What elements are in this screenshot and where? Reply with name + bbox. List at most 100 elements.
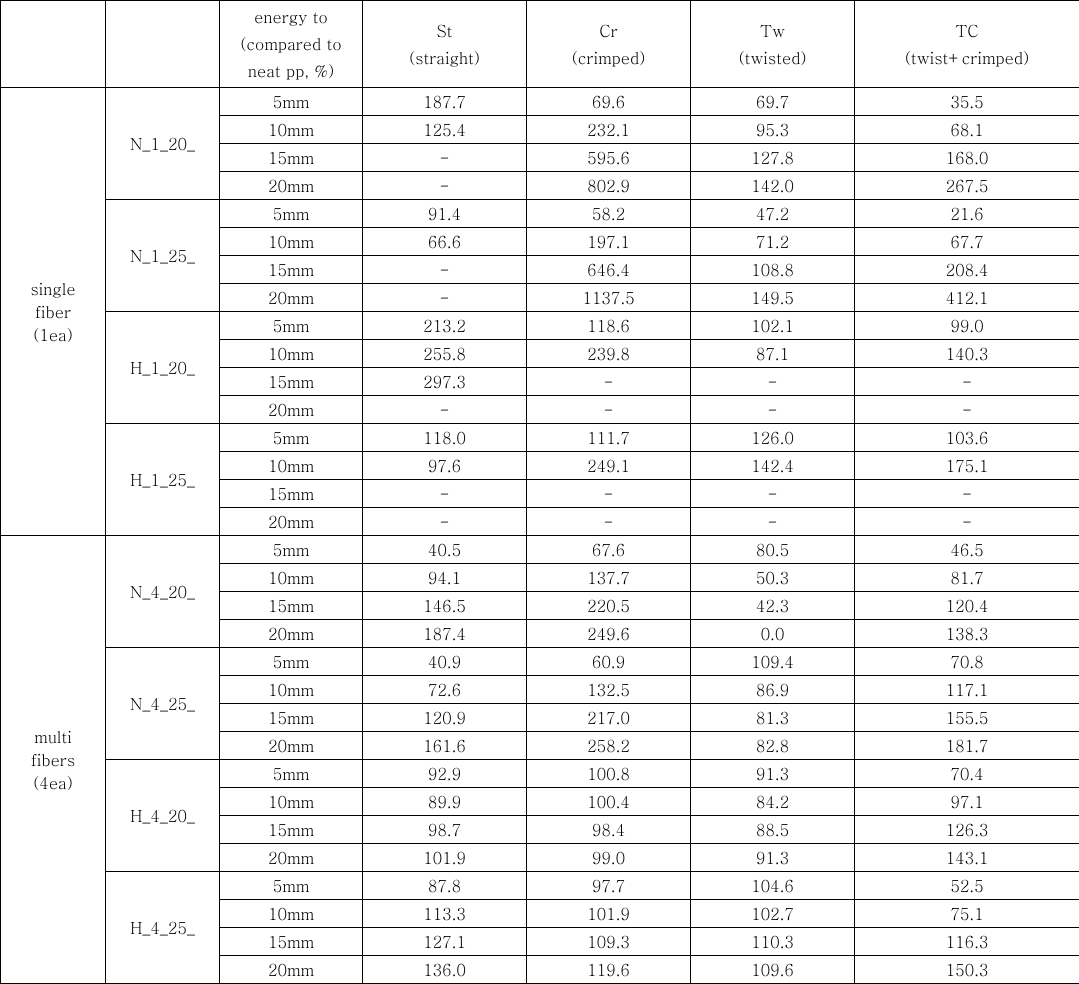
value-cell: 94.1 bbox=[363, 563, 527, 591]
value-cell: 80.5 bbox=[691, 535, 855, 563]
group-label: N_4_20_ bbox=[106, 535, 220, 647]
value-cell: 97.6 bbox=[363, 451, 527, 479]
value-cell: 67.6 bbox=[527, 535, 691, 563]
value-cell: 108.8 bbox=[691, 255, 855, 283]
value-cell: - bbox=[527, 367, 691, 395]
header-tw-line1: Tw bbox=[760, 19, 785, 42]
value-cell: 802.9 bbox=[527, 171, 691, 199]
value-cell: 50.3 bbox=[691, 563, 855, 591]
header-tw-line2: (twisted) bbox=[739, 46, 807, 69]
header-st-line1: St bbox=[437, 19, 453, 42]
length-cell: 15mm bbox=[220, 255, 363, 283]
length-cell: 15mm bbox=[220, 591, 363, 619]
length-cell: 15mm bbox=[220, 479, 363, 507]
cat-single-line1: single bbox=[30, 277, 75, 300]
value-cell: 118.6 bbox=[527, 311, 691, 339]
value-cell: 102.1 bbox=[691, 311, 855, 339]
value-cell: 143.1 bbox=[855, 843, 1079, 871]
cat-single-line3: (1ea) bbox=[33, 323, 72, 346]
value-cell: 0.0 bbox=[691, 619, 855, 647]
table-header-row: energy to (compared to neat pp, %) St (s… bbox=[1, 1, 1079, 88]
value-cell: - bbox=[527, 507, 691, 535]
header-tc-line2: (twist+crimped) bbox=[905, 46, 1029, 69]
value-cell: 91.3 bbox=[691, 759, 855, 787]
value-cell: 595.6 bbox=[527, 143, 691, 171]
length-cell: 5mm bbox=[220, 423, 363, 451]
value-cell: 127.8 bbox=[691, 143, 855, 171]
value-cell: - bbox=[363, 479, 527, 507]
value-cell: 97.1 bbox=[855, 787, 1079, 815]
value-cell: - bbox=[855, 395, 1079, 423]
value-cell: 168.0 bbox=[855, 143, 1079, 171]
value-cell: - bbox=[363, 171, 527, 199]
value-cell: - bbox=[363, 255, 527, 283]
length-cell: 5mm bbox=[220, 759, 363, 787]
length-cell: 20mm bbox=[220, 843, 363, 871]
length-cell: 20mm bbox=[220, 171, 363, 199]
value-cell: 98.4 bbox=[527, 815, 691, 843]
value-cell: 646.4 bbox=[527, 255, 691, 283]
length-cell: 20mm bbox=[220, 507, 363, 535]
value-cell: 101.9 bbox=[363, 843, 527, 871]
value-cell: 127.1 bbox=[363, 927, 527, 955]
value-cell: 146.5 bbox=[363, 591, 527, 619]
value-cell: 239.8 bbox=[527, 339, 691, 367]
value-cell: 99.0 bbox=[855, 311, 1079, 339]
value-cell: 91.4 bbox=[363, 199, 527, 227]
header-cr: Cr (crimped) bbox=[527, 1, 691, 88]
length-cell: 15mm bbox=[220, 927, 363, 955]
value-cell: 95.3 bbox=[691, 115, 855, 143]
group-label: H_1_25_ bbox=[106, 423, 220, 535]
value-cell: 217.0 bbox=[527, 703, 691, 731]
cat-multi-line3: (4ea) bbox=[33, 771, 72, 794]
value-cell: 109.3 bbox=[527, 927, 691, 955]
value-cell: - bbox=[363, 143, 527, 171]
category-multi-fibers: multi fibers (4ea) bbox=[1, 535, 106, 983]
cat-multi-line2: fibers bbox=[31, 748, 75, 771]
length-cell: 10mm bbox=[220, 787, 363, 815]
length-cell: 5mm bbox=[220, 87, 363, 115]
value-cell: 110.3 bbox=[691, 927, 855, 955]
value-cell: 125.4 bbox=[363, 115, 527, 143]
value-cell: - bbox=[363, 507, 527, 535]
length-cell: 5mm bbox=[220, 647, 363, 675]
length-cell: 10mm bbox=[220, 115, 363, 143]
value-cell: 249.1 bbox=[527, 451, 691, 479]
length-cell: 15mm bbox=[220, 815, 363, 843]
value-cell: 75.1 bbox=[855, 899, 1079, 927]
value-cell: 100.8 bbox=[527, 759, 691, 787]
length-cell: 10mm bbox=[220, 899, 363, 927]
length-cell: 10mm bbox=[220, 675, 363, 703]
value-cell: - bbox=[855, 479, 1079, 507]
length-cell: 20mm bbox=[220, 619, 363, 647]
value-cell: 119.6 bbox=[527, 955, 691, 983]
length-cell: 5mm bbox=[220, 535, 363, 563]
header-tw: Tw (twisted) bbox=[691, 1, 855, 88]
length-cell: 10mm bbox=[220, 451, 363, 479]
value-cell: 142.0 bbox=[691, 171, 855, 199]
value-cell: 87.1 bbox=[691, 339, 855, 367]
cat-single-line2: fiber bbox=[35, 300, 71, 323]
length-cell: 5mm bbox=[220, 871, 363, 899]
value-cell: 68.1 bbox=[855, 115, 1079, 143]
group-label: H_4_20_ bbox=[106, 759, 220, 871]
value-cell: 86.9 bbox=[691, 675, 855, 703]
value-cell: 42.3 bbox=[691, 591, 855, 619]
value-cell: - bbox=[691, 395, 855, 423]
value-cell: 181.7 bbox=[855, 731, 1079, 759]
value-cell: 101.9 bbox=[527, 899, 691, 927]
header-energy-line3: neat pp, %) bbox=[248, 59, 334, 82]
length-cell: 15mm bbox=[220, 367, 363, 395]
value-cell: 104.6 bbox=[691, 871, 855, 899]
header-energy-line1: energy to bbox=[254, 5, 328, 28]
value-cell: 72.6 bbox=[363, 675, 527, 703]
cat-multi-line1: multi bbox=[34, 725, 72, 748]
value-cell: - bbox=[691, 507, 855, 535]
length-cell: 10mm bbox=[220, 227, 363, 255]
value-cell: 267.5 bbox=[855, 171, 1079, 199]
value-cell: 89.9 bbox=[363, 787, 527, 815]
value-cell: 100.4 bbox=[527, 787, 691, 815]
value-cell: 99.0 bbox=[527, 843, 691, 871]
value-cell: 297.3 bbox=[363, 367, 527, 395]
value-cell: 1137.5 bbox=[527, 283, 691, 311]
